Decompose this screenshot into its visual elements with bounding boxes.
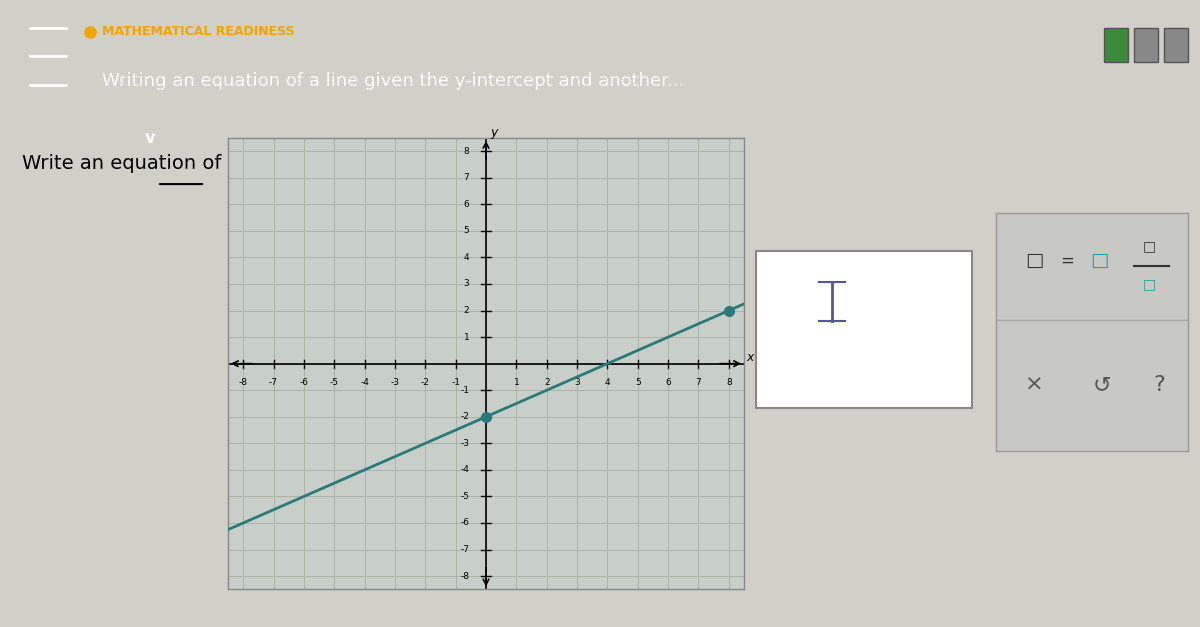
Text: ?: ? [1153,375,1165,395]
Text: 6: 6 [463,200,469,209]
Text: y: y [490,126,497,139]
Text: □: □ [1091,251,1109,270]
Text: 2: 2 [463,306,469,315]
Text: MATHEMATICAL READINESS: MATHEMATICAL READINESS [102,25,295,38]
Text: -4: -4 [360,378,370,387]
Text: 4: 4 [463,253,469,262]
Text: 3: 3 [463,280,469,288]
FancyBboxPatch shape [1164,28,1188,62]
Text: -8: -8 [239,378,247,387]
Text: -3: -3 [461,439,469,448]
Text: 8: 8 [463,147,469,155]
Text: 1: 1 [514,378,520,387]
Text: x: x [746,350,754,364]
Text: -2: -2 [461,413,469,421]
Text: -5: -5 [461,492,469,501]
Text: 5: 5 [463,226,469,235]
Text: -3: -3 [390,378,400,387]
Text: -1: -1 [461,386,469,395]
Text: 2: 2 [544,378,550,387]
Text: =: = [1060,252,1074,270]
Text: -7: -7 [269,378,278,387]
Text: ↺: ↺ [1092,375,1111,395]
Text: 1: 1 [463,332,469,342]
Text: 3: 3 [574,378,580,387]
Text: 7: 7 [463,173,469,182]
Text: -8: -8 [461,572,469,581]
Text: ×: × [1025,375,1044,395]
Text: v: v [144,129,156,147]
Text: Writing an equation of a line given the y-intercept and another...: Writing an equation of a line given the … [102,72,684,90]
Text: □: □ [1025,251,1044,270]
Text: □: □ [1144,278,1156,292]
Text: -7: -7 [461,545,469,554]
Text: -6: -6 [299,378,308,387]
Text: 4: 4 [605,378,611,387]
FancyBboxPatch shape [1104,28,1128,62]
FancyBboxPatch shape [1134,28,1158,62]
Text: -6: -6 [461,519,469,527]
Text: 5: 5 [635,378,641,387]
Text: -1: -1 [451,378,460,387]
Text: -5: -5 [330,378,338,387]
Text: 7: 7 [696,378,701,387]
Text: 8: 8 [726,378,732,387]
Text: 6: 6 [665,378,671,387]
Text: -4: -4 [461,465,469,475]
Text: -2: -2 [421,378,430,387]
Text: Write an equation of the line below.: Write an equation of the line below. [22,154,370,172]
Text: □: □ [1144,240,1156,253]
